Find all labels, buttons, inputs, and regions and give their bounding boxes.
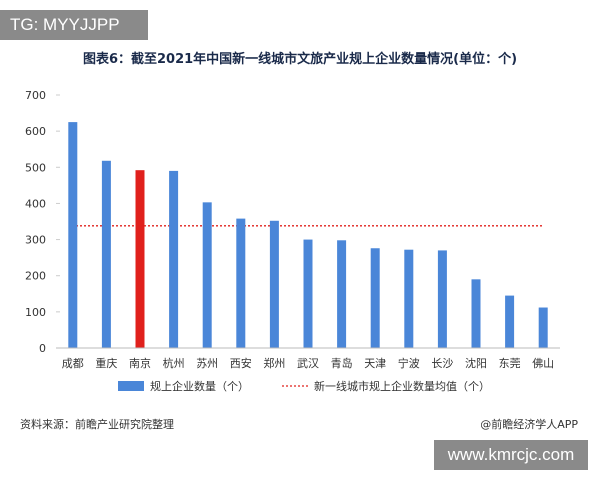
x-tick-label: 南京: [129, 356, 151, 370]
bar-长沙: [437, 250, 447, 348]
y-tick-label: 600: [25, 125, 46, 138]
x-tick-label: 沈阳: [465, 356, 487, 370]
x-tick-label: 武汉: [297, 357, 319, 370]
chart-title: 图表6：截至2021年中国新一线城市文旅产业规上企业数量情况(单位：个): [82, 52, 518, 67]
x-tick-label: 佛山: [532, 357, 554, 370]
y-tick-label: 500: [25, 161, 46, 174]
source-note: 资料来源：前瞻产业研究院整理: [20, 418, 174, 431]
x-tick-label: 长沙: [431, 357, 453, 370]
legend-average-label: 新一线城市规上企业数量均值（个）: [314, 379, 490, 393]
bar-chart: 0 100 200 300 400 500 600 700 成都 重庆 南京 杭州 苏州 西安 郑州 武汉青…: [25, 89, 560, 393]
bar-东莞: [505, 295, 515, 348]
x-axis: 成都 重庆 南京 杭州 苏州 西安 郑州 武汉 青岛 天津 宁波 长沙 沈阳 东莞 佛山: [56, 347, 560, 370]
x-tick-label: 西安: [230, 356, 252, 370]
bar-青岛: [337, 240, 347, 348]
tag-badge: TG: MYYJJPP: [0, 10, 148, 40]
x-tick-label: 苏州: [196, 357, 218, 370]
y-tick-label: 0: [39, 342, 46, 355]
credit-note: @前瞻经济学人APP: [480, 418, 578, 431]
y-tick-label: 100: [25, 306, 46, 319]
bar-杭州: [169, 170, 179, 348]
x-tick-label: 杭州: [163, 356, 185, 370]
bar-重庆: [101, 160, 111, 348]
x-tick-label: 宁波: [398, 356, 420, 370]
y-tick-label: 200: [25, 270, 46, 283]
x-tick-label: 天津: [364, 357, 386, 370]
x-tick-label: 成都: [62, 357, 84, 370]
y-axis: 0 100 200 300 400 500 600 700: [25, 89, 60, 355]
bar-武汉: [303, 239, 313, 348]
x-tick-label: 东莞: [499, 357, 521, 370]
bar-西安: [236, 218, 246, 348]
bar-郑州: [269, 220, 279, 348]
bar-成都: [68, 122, 78, 348]
bar-苏州: [202, 202, 212, 348]
bar-宁波: [404, 249, 414, 348]
x-tick-label: 重庆: [95, 356, 117, 370]
legend-bar-swatch: [118, 381, 144, 391]
bar-沈阳: [471, 279, 481, 348]
x-tick-label: 青岛: [331, 356, 353, 370]
y-tick-label: 700: [25, 89, 46, 102]
bar-南京: [135, 170, 145, 348]
y-tick-label: 400: [25, 197, 46, 210]
legend-bar-label: 规上企业数量（个）: [150, 379, 249, 393]
y-tick-label: 300: [25, 234, 46, 247]
site-badge: www.kmrcjc.com: [434, 440, 588, 470]
bars: [68, 122, 548, 348]
bar-天津: [370, 248, 380, 348]
legend: 规上企业数量（个） 新一线城市规上企业数量均值（个）: [118, 379, 490, 393]
x-tick-label: 郑州: [263, 356, 285, 370]
bar-佛山: [538, 307, 548, 348]
